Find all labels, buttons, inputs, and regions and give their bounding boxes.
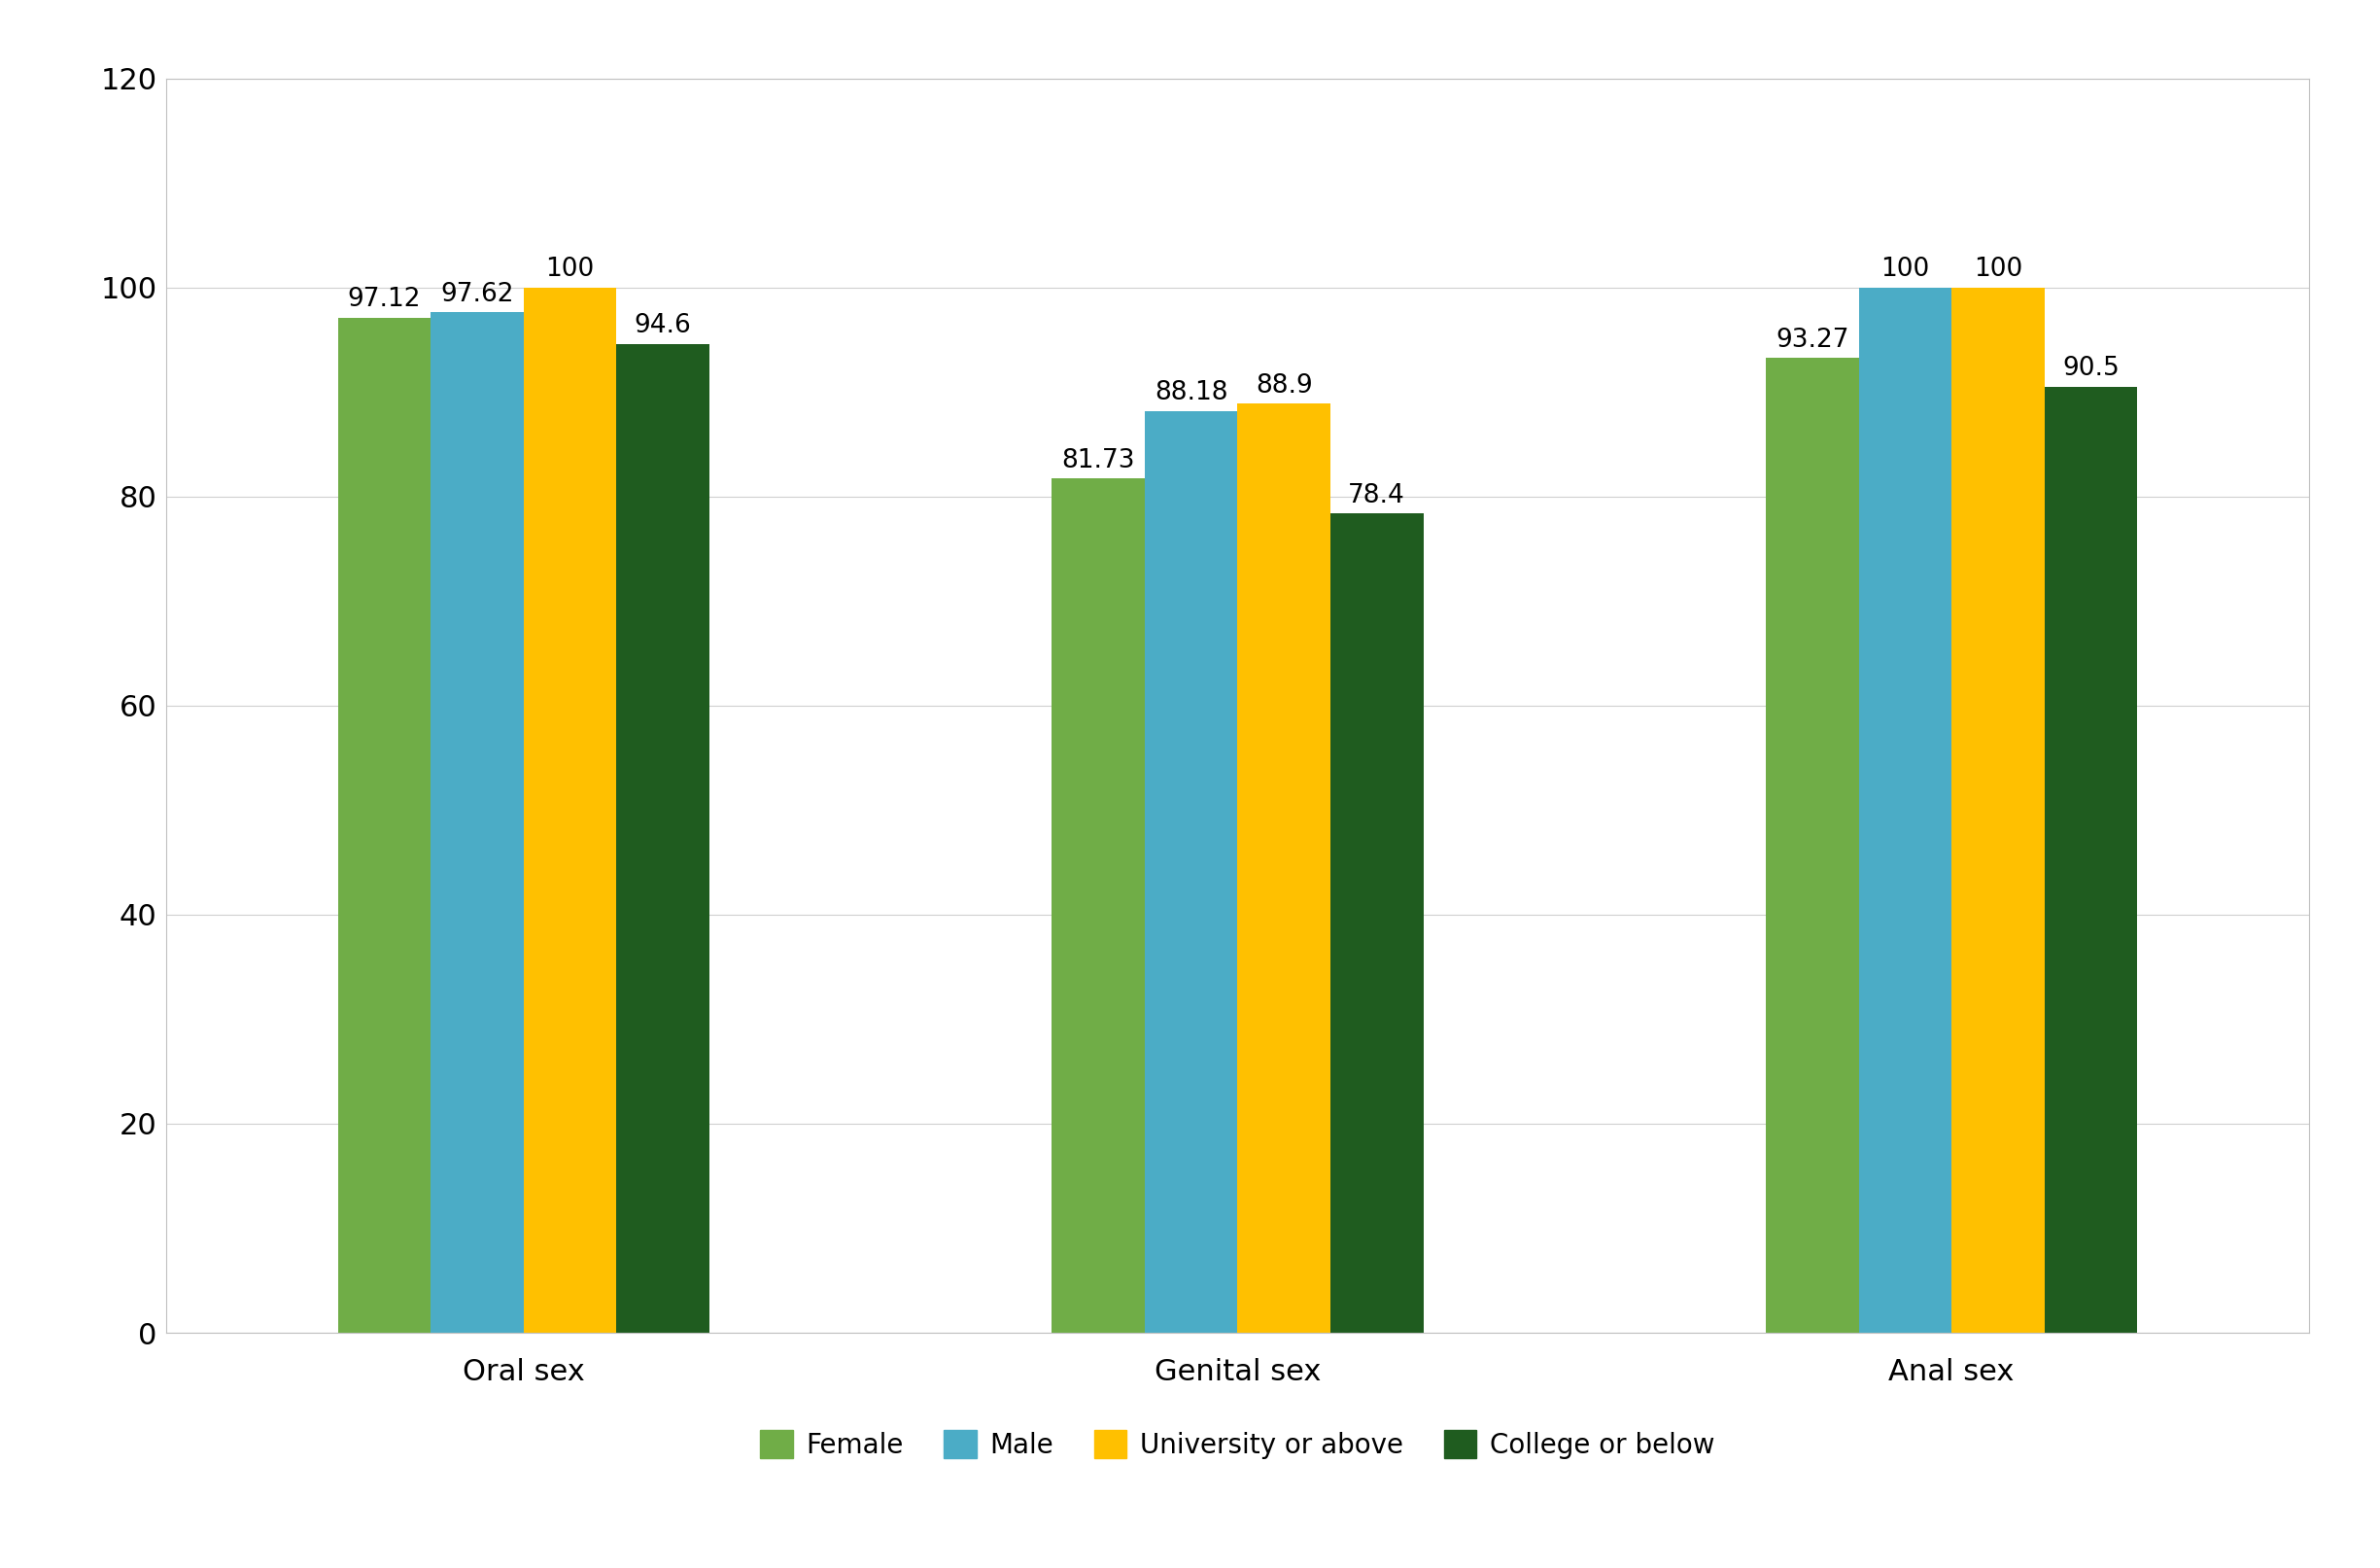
Text: 97.62: 97.62 bbox=[440, 282, 514, 307]
Bar bbox=[1952, 287, 2044, 1333]
Bar bbox=[338, 318, 431, 1333]
Text: 93.27: 93.27 bbox=[1775, 328, 1849, 353]
Bar bbox=[1859, 287, 1952, 1333]
Text: 81.73: 81.73 bbox=[1061, 448, 1135, 474]
Text: 97.12: 97.12 bbox=[347, 287, 421, 312]
Bar bbox=[1145, 411, 1238, 1333]
Text: 88.9: 88.9 bbox=[1257, 373, 1311, 398]
Text: 100: 100 bbox=[1880, 257, 1930, 282]
Bar bbox=[1766, 358, 1859, 1333]
Text: 90.5: 90.5 bbox=[2063, 356, 2118, 381]
Text: 78.4: 78.4 bbox=[1349, 483, 1404, 508]
Legend: Female, Male, University or above, College or below: Female, Male, University or above, Colle… bbox=[750, 1419, 1726, 1469]
Text: 100: 100 bbox=[545, 257, 595, 282]
Text: 88.18: 88.18 bbox=[1154, 381, 1228, 406]
Bar bbox=[431, 312, 524, 1333]
Bar bbox=[524, 287, 616, 1333]
Bar bbox=[1238, 403, 1330, 1333]
Bar bbox=[1330, 513, 1423, 1333]
Bar bbox=[2044, 387, 2137, 1333]
Text: 100: 100 bbox=[1973, 257, 2023, 282]
Bar bbox=[616, 343, 709, 1333]
Bar bbox=[1052, 478, 1145, 1333]
Text: 94.6: 94.6 bbox=[635, 314, 690, 339]
